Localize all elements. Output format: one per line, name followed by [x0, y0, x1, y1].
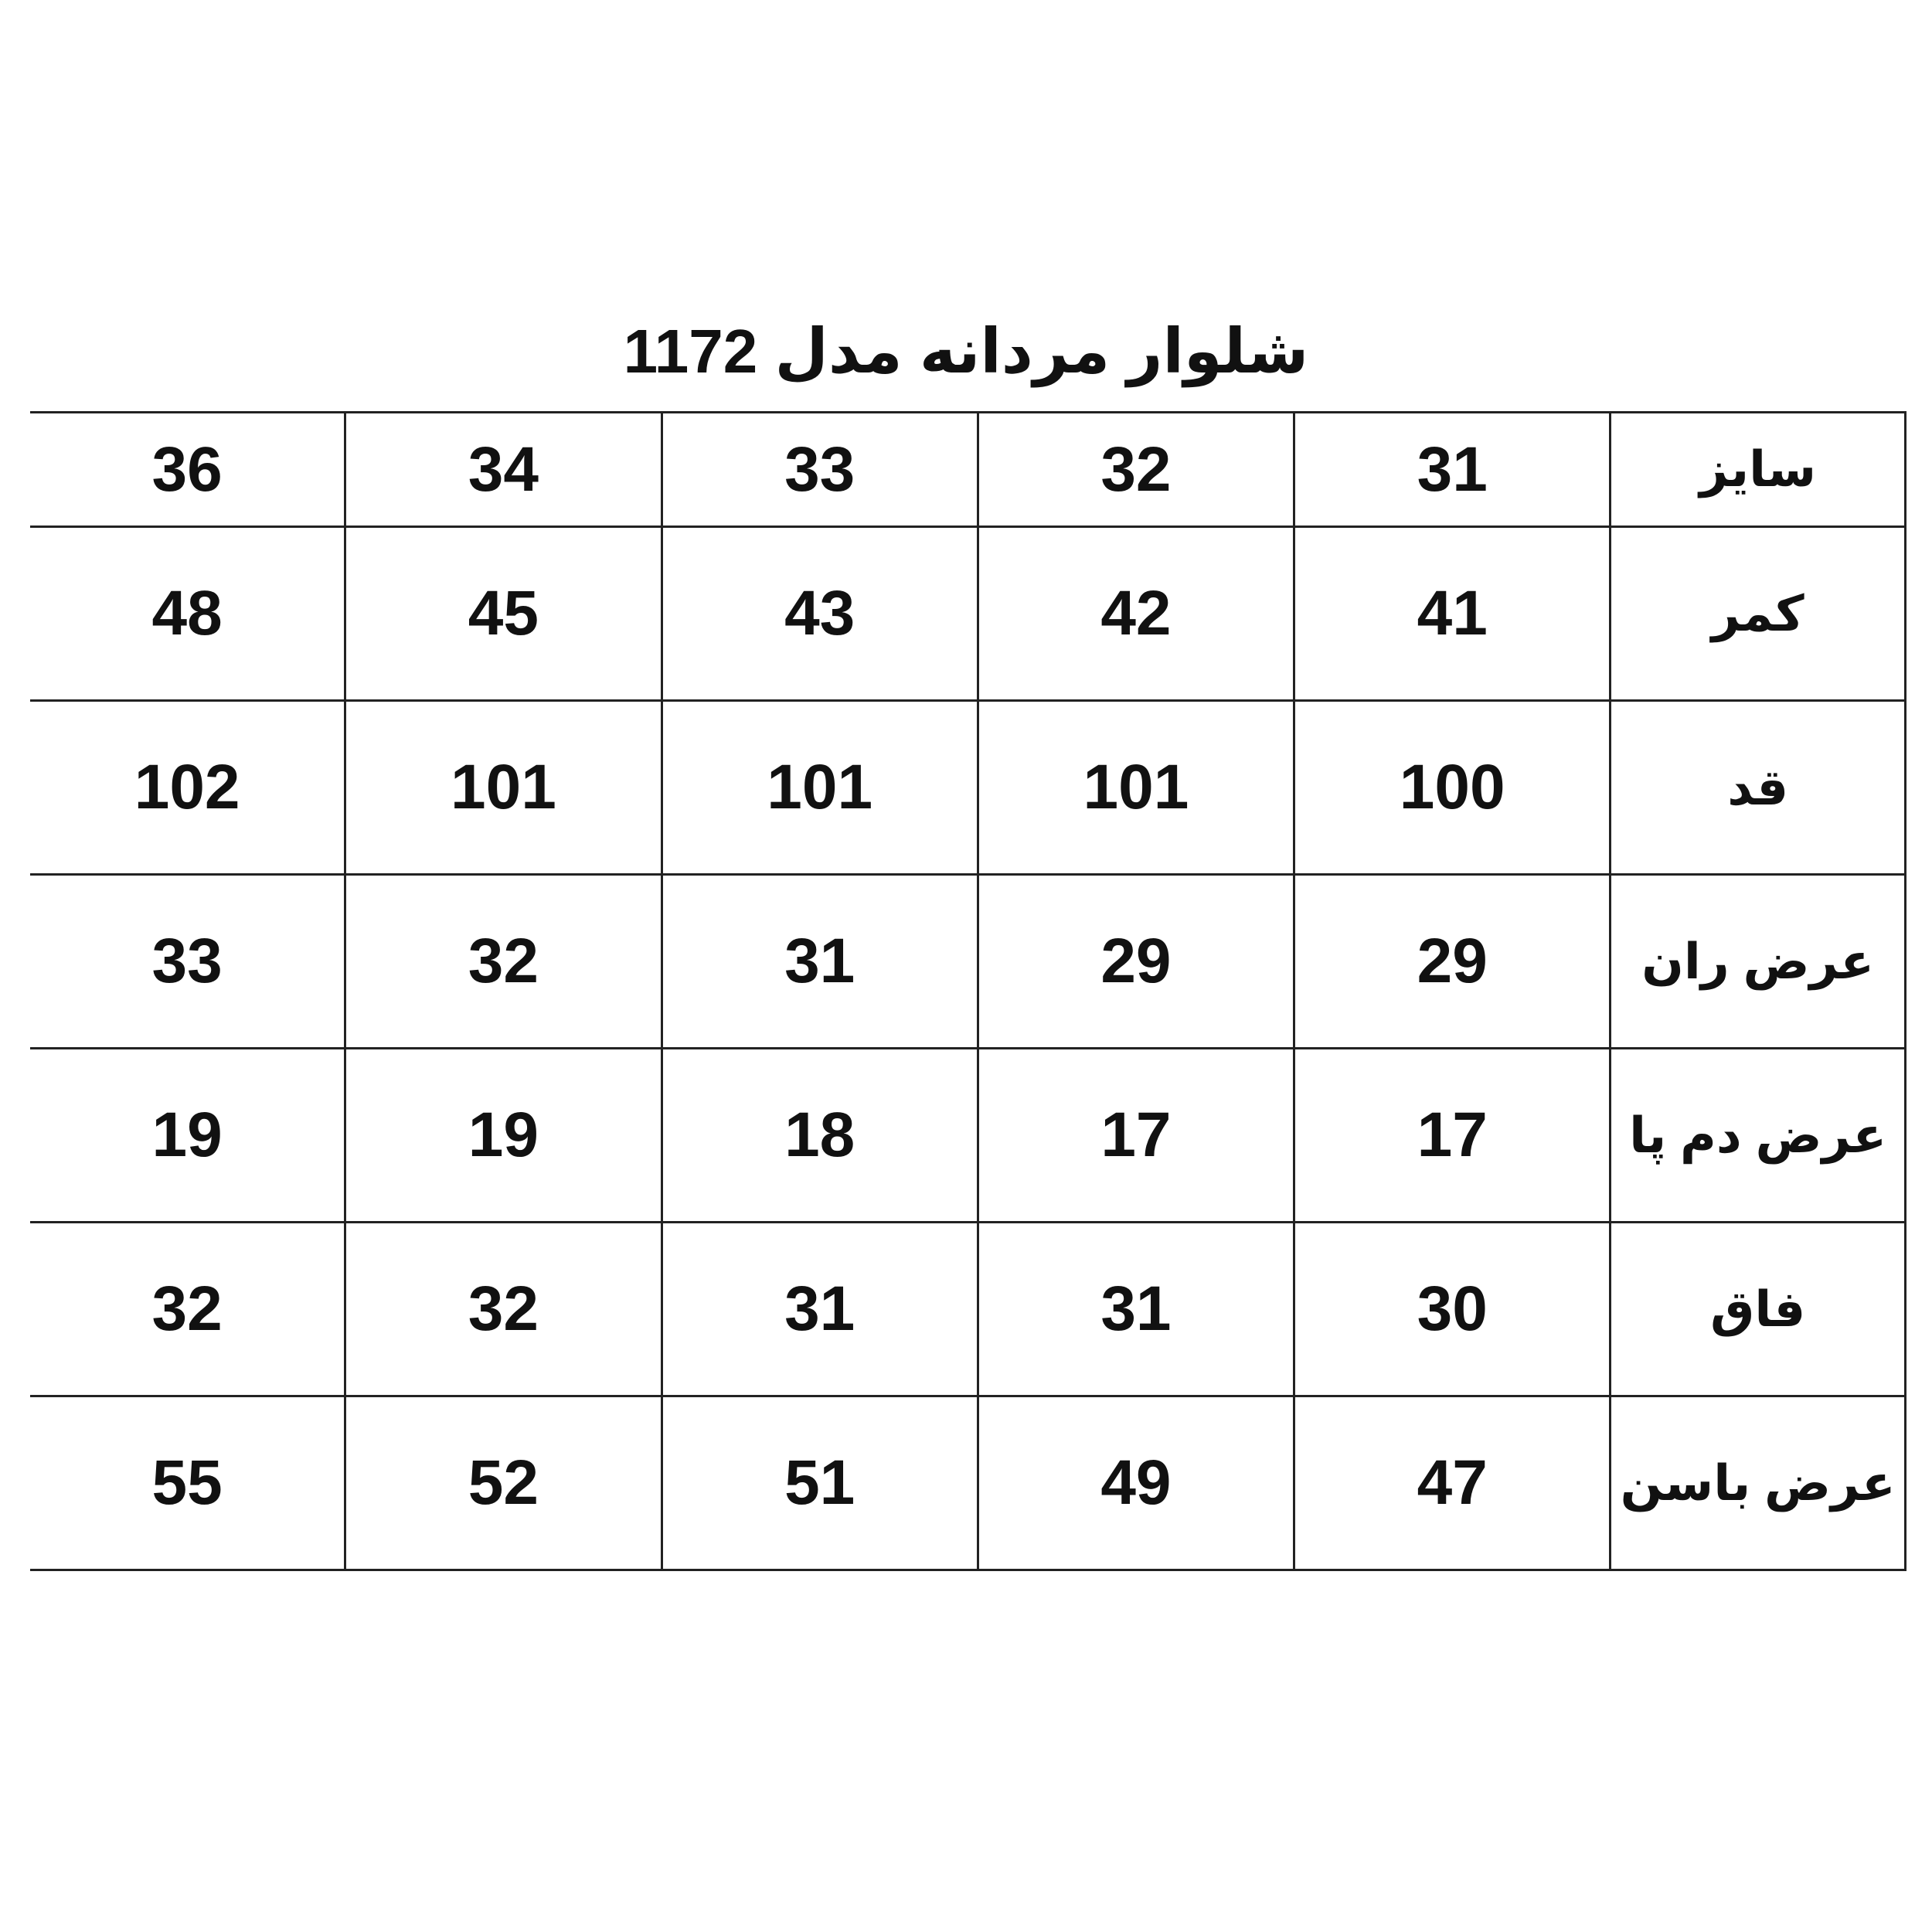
row-label: سایز: [1609, 411, 1906, 528]
table-row: فاق 30 31 31 32 32: [30, 1221, 1906, 1397]
row-label: عرض دم پا: [1609, 1047, 1906, 1223]
table-cell: 32: [976, 411, 1296, 528]
table-row: کمر 41 42 43 45 48: [30, 526, 1906, 702]
table-cell: 31: [660, 1221, 979, 1397]
table-row: عرض باسن 47 49 51 52 55: [30, 1395, 1906, 1571]
table-cell: 31: [660, 873, 979, 1049]
table-cell: 31: [1293, 411, 1612, 528]
table-cell: 36: [30, 411, 347, 528]
row-label: عرض ران: [1609, 873, 1906, 1049]
table-cell: 101: [344, 699, 663, 876]
table-cell: 100: [1293, 699, 1612, 876]
table-cell: 101: [660, 699, 979, 876]
row-label: کمر: [1609, 526, 1906, 702]
table-cell: 32: [30, 1221, 347, 1397]
table-cell: 18: [660, 1047, 979, 1223]
table-cell: 48: [30, 526, 347, 702]
table-cell: 34: [344, 411, 663, 528]
table-cell: 19: [30, 1047, 347, 1223]
table-cell: 33: [660, 411, 979, 528]
table-cell: 30: [1293, 1221, 1612, 1397]
table-row: عرض ران 29 29 31 32 33: [30, 873, 1906, 1049]
page-title: شلوار مردانه مدل 1172: [623, 317, 1309, 386]
table-cell: 42: [976, 526, 1296, 702]
table-cell: 52: [344, 1395, 663, 1571]
row-label: فاق: [1609, 1221, 1906, 1397]
row-label: عرض باسن: [1609, 1395, 1906, 1571]
table-cell: 33: [30, 873, 347, 1049]
table-cell: 17: [976, 1047, 1296, 1223]
table-cell: 101: [976, 699, 1296, 876]
table-cell: 43: [660, 526, 979, 702]
table-cell: 51: [660, 1395, 979, 1571]
table-cell: 29: [976, 873, 1296, 1049]
table-cell: 47: [1293, 1395, 1612, 1571]
table-row: قد 100 101 101 101 102: [30, 699, 1906, 876]
table-cell: 55: [30, 1395, 347, 1571]
table-cell: 41: [1293, 526, 1612, 702]
table-cell: 32: [344, 1221, 663, 1397]
table-cell: 19: [344, 1047, 663, 1223]
table-row: عرض دم پا 17 17 18 19 19: [30, 1047, 1906, 1223]
table-cell: 102: [30, 699, 347, 876]
table-cell: 49: [976, 1395, 1296, 1571]
size-table: سایز 31 32 33 34 36 کمر 41 42 43 45 48 قد 100 101 101 10…: [30, 411, 1906, 1571]
table-cell: 31: [976, 1221, 1296, 1397]
row-label: قد: [1609, 699, 1906, 876]
table-cell: 45: [344, 526, 663, 702]
table-cell: 17: [1293, 1047, 1612, 1223]
table-cell: 32: [344, 873, 663, 1049]
table-row: سایز 31 32 33 34 36: [30, 411, 1906, 528]
table-cell: 29: [1293, 873, 1612, 1049]
